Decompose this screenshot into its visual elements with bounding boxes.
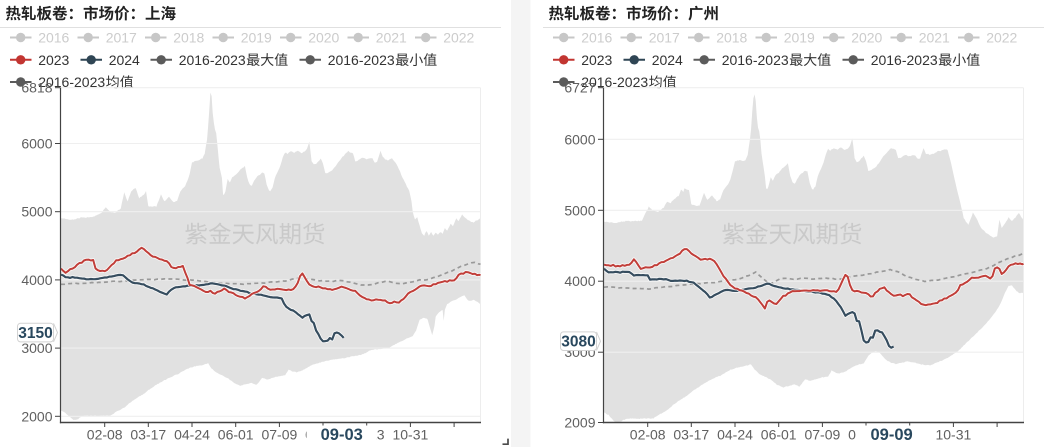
svg-text:2018: 2018 xyxy=(716,30,747,46)
svg-text:6818: 6818 xyxy=(21,80,52,96)
svg-text:2009: 2009 xyxy=(564,415,595,431)
svg-text:07-09: 07-09 xyxy=(804,427,840,443)
svg-text:04-24: 04-24 xyxy=(717,427,753,443)
svg-text:2023: 2023 xyxy=(581,52,612,68)
svg-text:2024: 2024 xyxy=(652,52,683,68)
svg-text:2016-2023: 2016-2023 xyxy=(179,52,246,68)
svg-text:2016-2023: 2016-2023 xyxy=(871,52,938,68)
svg-text:2016: 2016 xyxy=(581,30,612,46)
svg-text:2017: 2017 xyxy=(106,30,137,46)
svg-text:6000: 6000 xyxy=(564,131,595,147)
svg-text:3150: 3150 xyxy=(18,325,52,342)
svg-text:3080: 3080 xyxy=(561,334,595,351)
svg-text:6727: 6727 xyxy=(564,80,595,96)
svg-text:02-08: 02-08 xyxy=(630,427,666,443)
svg-text:4000: 4000 xyxy=(21,272,52,288)
svg-text:2000: 2000 xyxy=(21,408,52,424)
svg-text:2020: 2020 xyxy=(851,30,882,46)
svg-text:04-24: 04-24 xyxy=(174,427,210,443)
svg-text:2024: 2024 xyxy=(109,52,140,68)
svg-text:5000: 5000 xyxy=(564,202,595,218)
svg-text:4000: 4000 xyxy=(564,273,595,289)
svg-text:6000: 6000 xyxy=(21,136,52,152)
svg-text:2019: 2019 xyxy=(784,30,815,46)
svg-text:2022: 2022 xyxy=(443,30,474,46)
svg-text:09-09: 09-09 xyxy=(870,426,912,444)
svg-text:03-17: 03-17 xyxy=(130,427,166,443)
svg-text:02-08: 02-08 xyxy=(87,427,123,443)
svg-text:2019: 2019 xyxy=(241,30,272,46)
svg-text:09-03: 09-03 xyxy=(321,426,363,444)
svg-text:2023: 2023 xyxy=(38,52,69,68)
svg-text:2016-2023: 2016-2023 xyxy=(38,74,105,90)
svg-text:2016-2023: 2016-2023 xyxy=(328,52,395,68)
svg-text:2022: 2022 xyxy=(986,30,1017,46)
svg-text:2021: 2021 xyxy=(919,30,950,46)
svg-text:2017: 2017 xyxy=(649,30,680,46)
svg-text:2020: 2020 xyxy=(308,30,339,46)
svg-text:03-17: 03-17 xyxy=(673,427,709,443)
svg-text:3000: 3000 xyxy=(21,340,52,356)
svg-text:2016-2023: 2016-2023 xyxy=(581,74,648,90)
svg-text:10-31: 10-31 xyxy=(392,427,428,443)
svg-text:2016-2023: 2016-2023 xyxy=(722,52,789,68)
svg-text:06-01: 06-01 xyxy=(761,427,797,443)
svg-text:2018: 2018 xyxy=(173,30,204,46)
svg-text:2016: 2016 xyxy=(38,30,69,46)
svg-text:07-09: 07-09 xyxy=(261,427,297,443)
svg-text:06-01: 06-01 xyxy=(218,427,254,443)
svg-text:2021: 2021 xyxy=(376,30,407,46)
svg-text:5000: 5000 xyxy=(21,204,52,220)
svg-text:10-31: 10-31 xyxy=(935,427,971,443)
